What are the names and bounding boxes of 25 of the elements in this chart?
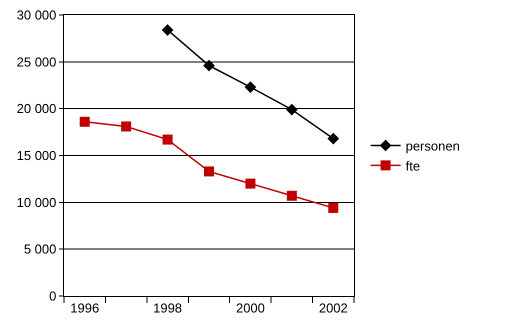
- y-tick-label: 5 000: [24, 242, 56, 257]
- legend-label: personen: [406, 138, 460, 154]
- x-tick-label: 1998: [153, 300, 182, 316]
- point: [245, 178, 256, 189]
- y-tick-label: 15 000: [16, 148, 56, 164]
- y-tick-label: 30 000: [16, 8, 56, 23]
- point: [162, 24, 174, 36]
- y-tick-label: 10 000: [16, 194, 56, 210]
- y-tick-label: 20 000: [16, 101, 56, 116]
- point: [203, 60, 215, 72]
- point: [162, 134, 173, 145]
- x-tick-label: 2002: [318, 300, 348, 316]
- x-tick-label: 2000: [236, 300, 265, 316]
- point: [286, 104, 298, 116]
- point: [204, 166, 214, 176]
- point: [80, 116, 90, 127]
- point: [244, 81, 256, 93]
- y-tick-label: 0: [49, 288, 56, 304]
- legend-label: fte: [406, 158, 420, 174]
- point: [328, 202, 338, 213]
- y-tick-label: 25 000: [16, 54, 56, 70]
- point: [121, 121, 132, 132]
- x-tick-label: 1996: [70, 300, 100, 316]
- point: [286, 190, 297, 201]
- point: [327, 132, 340, 144]
